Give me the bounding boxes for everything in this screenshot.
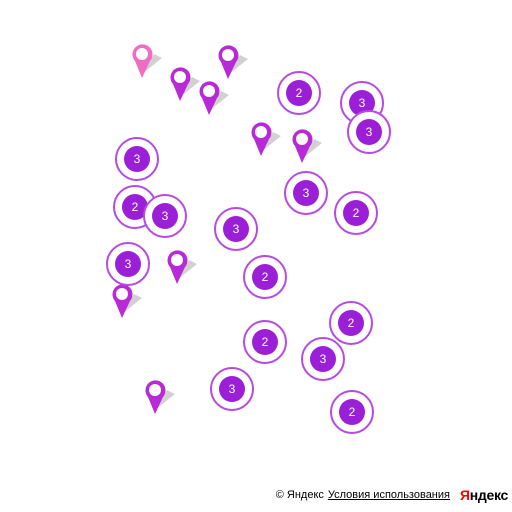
cluster-marker[interactable]: 2 xyxy=(277,71,321,115)
cluster-marker[interactable]: 3 xyxy=(106,242,150,286)
cluster-count: 2 xyxy=(339,399,365,425)
placemark-pin[interactable] xyxy=(143,380,177,416)
yandex-logo[interactable]: Яндекс xyxy=(459,487,508,503)
cluster-marker[interactable]: 2 xyxy=(334,191,378,235)
placemark-pin[interactable] xyxy=(216,45,250,81)
cluster-marker[interactable]: 3 xyxy=(115,137,159,181)
cluster-marker[interactable]: 3 xyxy=(143,194,187,238)
cluster-count: 3 xyxy=(115,251,141,277)
cluster-marker[interactable]: 3 xyxy=(284,171,328,215)
cluster-marker[interactable]: 2 xyxy=(329,301,373,345)
cluster-marker[interactable]: 2 xyxy=(243,320,287,364)
terms-of-use-link[interactable]: Условия использования xyxy=(327,489,450,501)
placemark-pin[interactable] xyxy=(110,284,144,320)
map-copyrights: © Яндекс Условия использования Яндекс xyxy=(275,487,509,503)
cluster-count: 2 xyxy=(338,310,364,336)
cluster-count: 2 xyxy=(286,80,312,106)
cluster-count: 3 xyxy=(310,346,336,372)
cluster-count: 3 xyxy=(124,146,150,172)
cluster-count: 2 xyxy=(252,329,278,355)
placemark-pin[interactable] xyxy=(249,122,283,158)
cluster-marker[interactable]: 3 xyxy=(214,207,258,251)
cluster-marker[interactable]: 2 xyxy=(243,255,287,299)
cluster-count: 2 xyxy=(252,264,278,290)
placemark-pin[interactable] xyxy=(197,81,231,117)
cluster-count: 2 xyxy=(343,200,369,226)
cluster-marker[interactable]: 3 xyxy=(210,367,254,411)
cluster-count: 3 xyxy=(219,376,245,402)
cluster-count: 3 xyxy=(356,119,382,145)
cluster-marker[interactable]: 2 xyxy=(330,390,374,434)
cluster-marker[interactable]: 3 xyxy=(301,337,345,381)
cluster-count: 3 xyxy=(293,180,319,206)
cluster-count: 3 xyxy=(152,203,178,229)
placemark-pin[interactable] xyxy=(130,44,164,80)
cluster-marker[interactable]: 3 xyxy=(347,110,391,154)
placemark-pin[interactable] xyxy=(290,129,324,165)
placemark-pin[interactable] xyxy=(165,250,199,286)
cluster-count: 3 xyxy=(223,216,249,242)
copyright-text: © Яндекс xyxy=(275,489,324,501)
placemark-pin[interactable] xyxy=(168,67,202,103)
